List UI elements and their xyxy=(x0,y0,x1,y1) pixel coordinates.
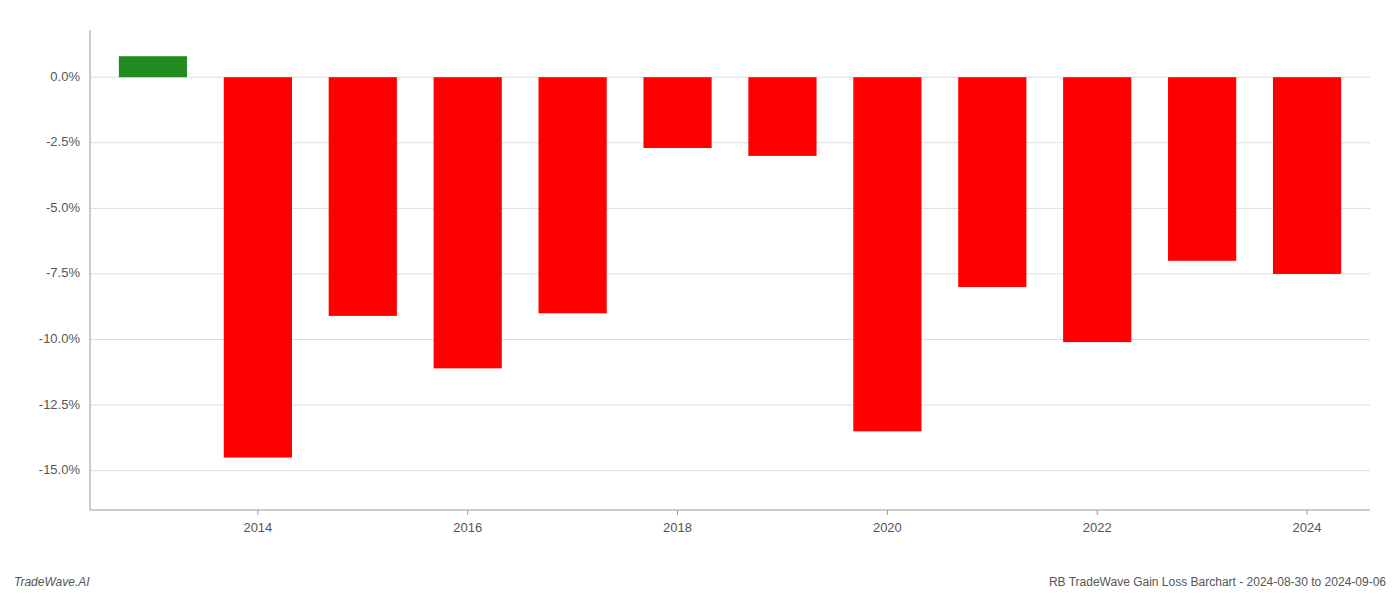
x-axis-line xyxy=(90,510,1370,511)
y-axis-line xyxy=(90,30,91,510)
x-tick-label: 2024 xyxy=(1293,520,1322,535)
bar xyxy=(1168,77,1236,261)
x-tick xyxy=(887,510,888,515)
x-tick xyxy=(677,510,678,515)
x-tick xyxy=(1307,510,1308,515)
bar xyxy=(329,77,397,316)
x-tick-label: 2022 xyxy=(1083,520,1112,535)
x-tick-label: 2020 xyxy=(873,520,902,535)
chart-svg: -15.0% -12.5% -10.0% -7.5% -5.0% -2.5% 0.0% 201… xyxy=(0,0,1400,600)
grid xyxy=(90,77,1370,470)
chart-container: -15.0% -12.5% -10.0% -7.5% -5.0% -2.5% 0.0% 201… xyxy=(0,0,1400,600)
y-tick-label: -10.0% xyxy=(39,331,81,346)
x-tick-label: 2018 xyxy=(663,520,692,535)
bar xyxy=(1063,77,1131,342)
bars xyxy=(119,56,1341,457)
x-axis: 2014 2016 2018 2020 2022 2024 xyxy=(243,510,1321,535)
y-tick-label: -7.5% xyxy=(46,265,80,280)
y-axis: -15.0% -12.5% -10.0% -7.5% -5.0% -2.5% 0.0% xyxy=(39,69,81,477)
bar xyxy=(224,77,292,457)
bar xyxy=(119,56,187,77)
x-tick xyxy=(467,510,468,515)
y-tick-label: 0.0% xyxy=(50,69,80,84)
x-tick xyxy=(1097,510,1098,515)
bar xyxy=(434,77,502,368)
y-tick-label: -15.0% xyxy=(39,462,81,477)
footer-left: TradeWave.AI xyxy=(14,575,90,589)
bar xyxy=(643,77,711,148)
y-tick-label: -2.5% xyxy=(46,134,80,149)
bar xyxy=(853,77,921,431)
y-tick-label: -12.5% xyxy=(39,397,81,412)
bar xyxy=(748,77,816,156)
bar xyxy=(1273,77,1341,274)
x-tick-label: 2016 xyxy=(453,520,482,535)
footer-right: RB TradeWave Gain Loss Barchart - 2024-0… xyxy=(1049,575,1386,589)
footer: TradeWave.AI RB TradeWave Gain Loss Barch… xyxy=(14,575,1386,589)
x-tick-label: 2014 xyxy=(243,520,272,535)
bar xyxy=(958,77,1026,287)
x-tick xyxy=(257,510,258,515)
bar xyxy=(539,77,607,313)
y-tick-label: -5.0% xyxy=(46,200,80,215)
axes xyxy=(90,30,1370,510)
grid-line xyxy=(90,470,1370,471)
